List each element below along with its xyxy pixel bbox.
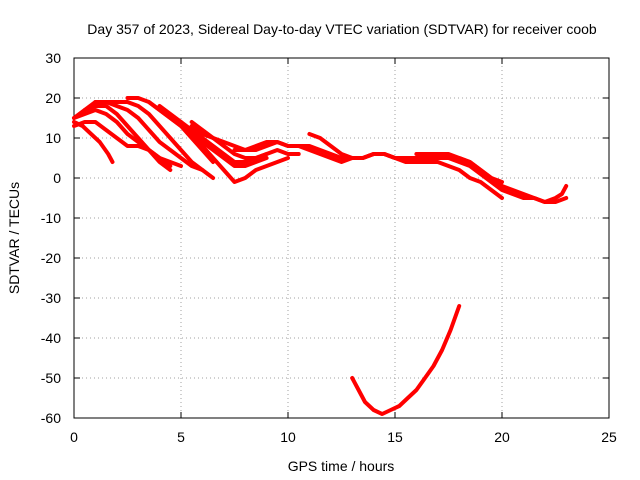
series-line-sat-o — [414, 152, 569, 204]
y-tick-label: -10 — [41, 210, 61, 226]
y-tick-label: 10 — [45, 130, 61, 146]
series-line-sat-f — [93, 100, 216, 180]
grid — [74, 58, 609, 418]
series-line-sat-i — [157, 104, 269, 164]
y-tick-label: 20 — [45, 90, 61, 106]
x-tick-label: 15 — [387, 429, 403, 445]
x-tick-label: 25 — [601, 429, 617, 445]
plot-frame — [73, 57, 610, 419]
y-tick-label: 0 — [53, 170, 61, 186]
ticks — [73, 57, 610, 419]
chart-title: Day 357 of 2023, Sidereal Day-to-day VTE… — [87, 21, 597, 37]
y-tick-label: -40 — [41, 330, 61, 346]
series-line-sat-j — [179, 120, 290, 184]
x-tick-label: 10 — [280, 429, 296, 445]
series-line-sat-p — [350, 304, 462, 416]
x-tick-label: 5 — [177, 429, 185, 445]
y-tick-label: -20 — [41, 250, 61, 266]
x-axis-label: GPS time / hours — [288, 458, 395, 474]
y-tick-label: -30 — [41, 290, 61, 306]
tick-labels: 0 5 10 15 20 25 -60 -50 -40 -30 -20 -10 0 10 20 30 — [41, 50, 617, 445]
series-line-sat-n — [307, 132, 504, 200]
x-tick-label: 0 — [70, 429, 78, 445]
x-tick-label: 20 — [494, 429, 510, 445]
y-tick-label: 30 — [45, 50, 61, 66]
y-tick-label: -50 — [41, 370, 61, 386]
series-group — [72, 96, 569, 416]
y-axis-label: SDTVAR / TECUs — [6, 182, 22, 294]
series-line-sat-c — [72, 108, 183, 168]
y-tick-label: -60 — [41, 410, 61, 426]
series-line-sat-h — [146, 100, 269, 168]
